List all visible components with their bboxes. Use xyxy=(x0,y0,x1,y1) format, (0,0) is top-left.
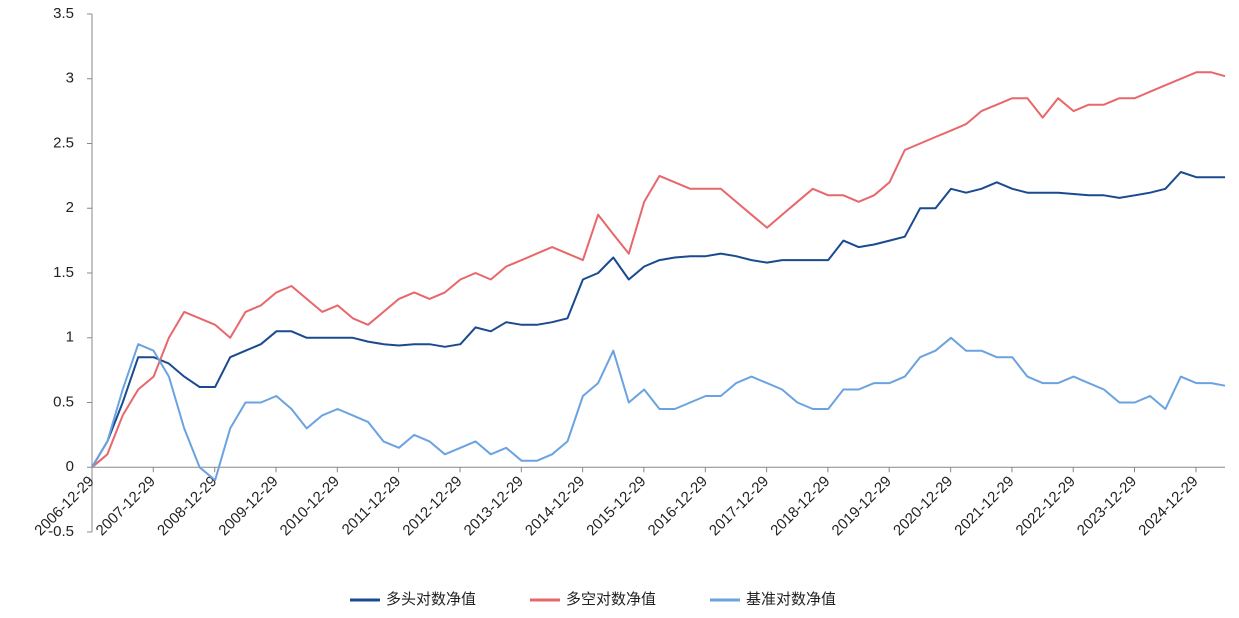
x-tick-label: 2010-12-29 xyxy=(277,473,343,539)
x-tick-label: 2017-12-29 xyxy=(706,473,772,539)
x-tick-label: 2020-12-29 xyxy=(890,473,956,539)
series-line xyxy=(91,336,1226,482)
x-tick-label: 2019-12-29 xyxy=(829,473,895,539)
y-tick-label: 2.5 xyxy=(53,134,74,151)
y-tick-label: 1 xyxy=(66,329,74,346)
series-line xyxy=(91,171,1225,468)
x-tick-label: 2016-12-29 xyxy=(645,473,711,539)
y-tick-label: 2 xyxy=(66,199,74,216)
y-tick-label: 0.5 xyxy=(53,393,74,410)
y-tick-label: 3.5 xyxy=(53,5,74,22)
x-tick-label: 2013-12-29 xyxy=(461,473,527,539)
series-line xyxy=(91,71,1226,469)
x-tick-label: 2018-12-29 xyxy=(767,473,833,539)
y-tick-label: -0.5 xyxy=(48,523,74,540)
x-tick-label: 2008-12-29 xyxy=(154,473,220,539)
y-tick-label: 0 xyxy=(66,458,74,475)
legend-label: 多空对数净值 xyxy=(566,591,656,608)
legend-label: 多头对数净值 xyxy=(386,591,476,608)
x-tick-label: 2021-12-29 xyxy=(951,473,1017,539)
x-tick-label: 2009-12-29 xyxy=(215,473,281,539)
x-tick-label: 2014-12-29 xyxy=(522,473,588,539)
y-tick-label: 3 xyxy=(66,70,74,87)
x-tick-label: 2012-12-29 xyxy=(399,473,465,539)
legend-label: 基准对数净值 xyxy=(746,591,836,608)
x-tick-label: 2024-12-29 xyxy=(1135,473,1201,539)
x-tick-label: 2011-12-29 xyxy=(339,473,404,538)
x-tick-label: 2015-12-29 xyxy=(583,473,649,539)
x-tick-label: 2023-12-29 xyxy=(1074,473,1140,539)
x-tick-label: 2007-12-29 xyxy=(93,473,159,539)
x-tick-label: 2022-12-29 xyxy=(1013,473,1079,539)
y-tick-label: 1.5 xyxy=(53,264,74,281)
